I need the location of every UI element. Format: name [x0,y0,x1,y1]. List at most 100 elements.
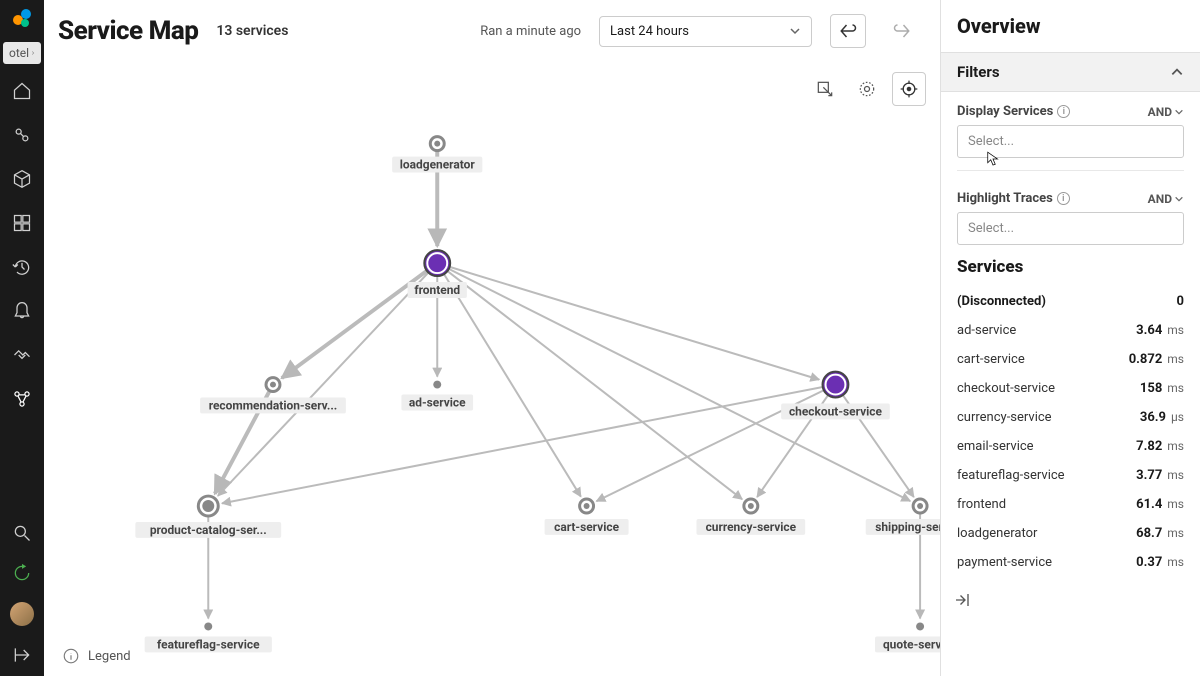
graph-node[interactable]: shipping-service [866,499,940,535]
env-breadcrumb[interactable]: otel [3,42,41,64]
highlight-traces-and-toggle[interactable]: AND [1148,192,1184,206]
service-unit: ms [1164,381,1184,395]
graph-node-label: frontend [414,283,460,297]
nav-servicemap-icon[interactable] [11,388,33,410]
graph-node-label: currency-service [706,520,797,534]
nav-home-icon[interactable] [11,80,33,102]
service-value: 7.82 [1136,439,1162,454]
service-row[interactable]: email-service 7.82 ms [957,432,1184,461]
service-value: 3.64 [1136,323,1162,338]
graph-edge [447,271,742,499]
chevron-down-icon [1174,107,1184,117]
nav-search-icon[interactable] [11,522,33,544]
service-name: checkout-service [957,381,1055,396]
nav-handshake-icon[interactable] [11,344,33,366]
chevron-up-icon [1170,65,1184,79]
header: Service Map 13 services Ran a minute ago… [44,0,940,62]
disconnected-label: (Disconnected) [957,294,1046,309]
avatar[interactable] [10,602,34,626]
graph-node[interactable]: featureflag-service [145,623,272,653]
service-name: email-service [957,439,1034,454]
service-row[interactable]: checkout-service 158 ms [957,374,1184,403]
info-icon[interactable]: i [1057,105,1070,118]
legend-label: Legend [88,649,131,664]
nav-grid-icon[interactable] [11,212,33,234]
chevron-down-icon [789,25,801,37]
graph-node[interactable]: checkout-service [781,372,890,420]
service-map-canvas[interactable]: loadgeneratorfrontendrecommendation-serv… [44,62,940,683]
service-value: 68.7 [1136,526,1162,541]
display-services-select[interactable]: Select... [957,125,1184,158]
service-row[interactable]: currency-service 36.9 µs [957,403,1184,432]
service-row[interactable]: payment-service 0.37 ms [957,548,1184,577]
services-title: Services [957,257,1184,277]
time-range-value: Last 24 hours [610,24,689,39]
service-name: currency-service [957,410,1052,425]
service-value: 36.9 [1140,410,1166,425]
info-icon [62,647,80,665]
filters-label: Filters [957,63,1000,81]
graph-svg: loadgeneratorfrontendrecommendation-serv… [44,62,940,683]
service-unit: ms [1164,526,1184,540]
fit-view-button[interactable] [808,72,842,106]
last-run-label: Ran a minute ago [480,24,581,39]
legend-toggle[interactable]: Legend [62,647,131,665]
service-unit: ms [1164,323,1184,337]
graph-node[interactable]: quote-service [875,623,940,653]
nav-explore-icon[interactable] [11,124,33,146]
display-services-label: Display Services i [957,104,1070,119]
disconnected-count: 0 [1177,294,1184,309]
service-name: featureflag-service [957,468,1065,483]
page-title: Service Map [58,16,198,46]
chevron-right-icon [31,49,35,57]
graph-node-label: featureflag-service [157,637,260,651]
info-icon[interactable]: i [1057,192,1070,205]
target-button[interactable] [892,72,926,106]
service-value: 0.37 [1136,555,1162,570]
graph-edge [444,274,581,497]
graph-node[interactable]: product-catalog-ser... [135,496,281,538]
service-row[interactable]: featureflag-service3.77 ms [957,461,1184,490]
graph-node[interactable]: currency-service [696,499,805,535]
graph-node-label: shipping-service [875,520,940,534]
back-button[interactable] [830,14,866,48]
collapse-panel-button[interactable] [953,591,971,613]
service-name: payment-service [957,555,1052,570]
graph-node-label: loadgenerator [400,158,476,172]
forward-button [884,14,920,48]
graph-node-label: quote-service [883,637,940,651]
layout-button[interactable] [850,72,884,106]
service-row[interactable]: ad-service 3.64 ms [957,316,1184,345]
highlight-traces-select[interactable]: Select... [957,212,1184,245]
service-name: loadgenerator [957,526,1037,541]
service-unit: µs [1168,410,1184,424]
service-row[interactable]: cart-service0.872 ms [957,345,1184,374]
time-range-select[interactable]: Last 24 hours [599,16,812,47]
service-value: 0.872 [1129,352,1163,367]
service-unit: ms [1164,439,1184,453]
service-count: 13 services [216,23,288,39]
service-unit: ms [1164,352,1184,366]
service-unit: ms [1164,497,1184,511]
service-value: 158 [1140,381,1162,396]
service-unit: ms [1164,555,1184,569]
display-services-and-toggle[interactable]: AND [1148,105,1184,119]
nav-collapse-icon[interactable] [11,644,33,666]
graph-node-label: ad-service [409,395,466,409]
nav-history-icon[interactable] [11,256,33,278]
service-row[interactable]: loadgenerator 68.7 ms [957,519,1184,548]
nav-sync-icon[interactable] [11,562,33,584]
service-row[interactable]: frontend61.4 ms [957,490,1184,519]
service-unit: ms [1164,468,1184,482]
graph-edge [282,271,427,378]
service-name: ad-service [957,323,1016,338]
graph-node[interactable]: ad-service [401,381,473,411]
filters-header[interactable]: Filters [941,52,1200,92]
nav-alerts-icon[interactable] [11,300,33,322]
nav-cube-icon[interactable] [11,168,33,190]
logo [10,6,34,30]
overview-title: Overview [941,0,1200,52]
graph-edge [218,273,429,496]
env-label: otel [9,46,29,60]
graph-node[interactable]: cart-service [545,499,629,535]
